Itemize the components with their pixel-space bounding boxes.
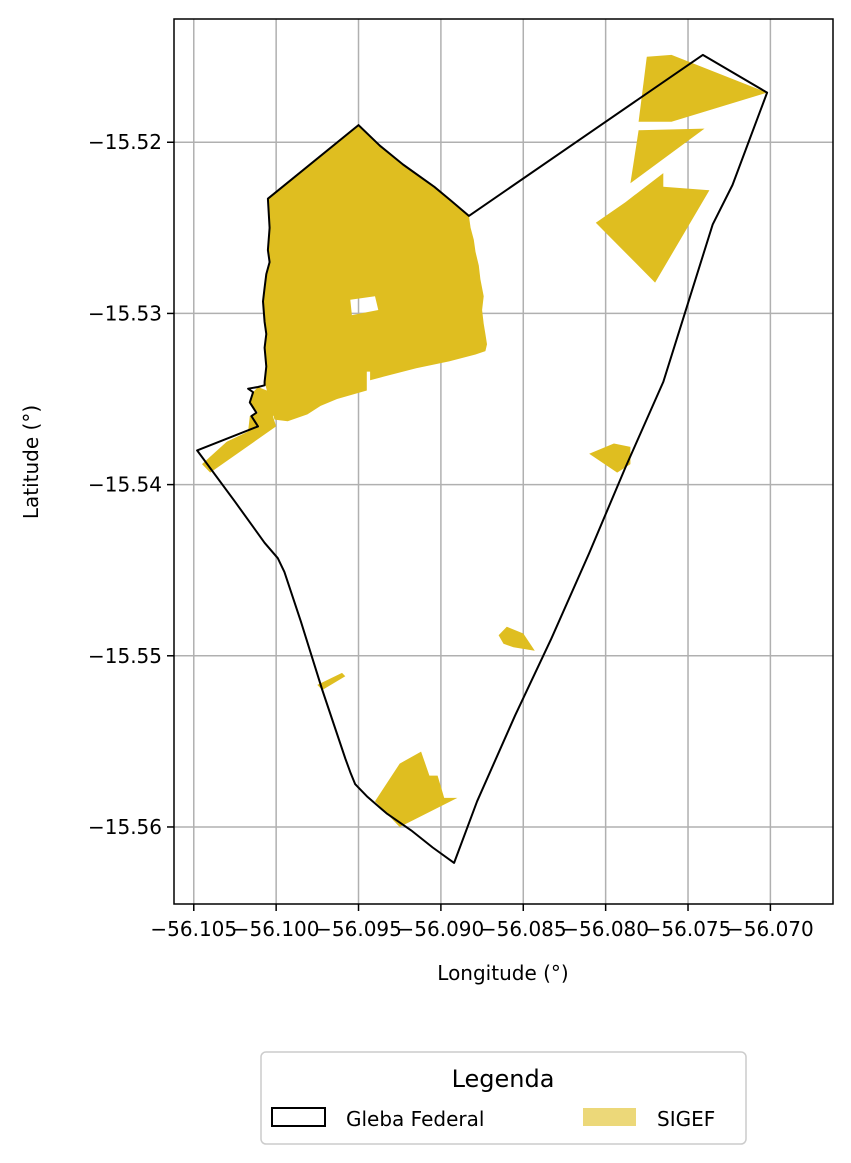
sigef-layer	[202, 54, 768, 827]
sigef-parcel	[498, 626, 535, 651]
y-tick-label: −15.53	[88, 301, 162, 325]
x-tick-label: −56.100	[233, 917, 320, 941]
gleba-federal-boundary	[196, 53, 769, 864]
x-tick-label: −56.090	[398, 917, 485, 941]
x-tick-label: −56.070	[727, 917, 814, 941]
legend: Legenda Gleba Federal SIGEF	[260, 1051, 747, 1145]
sigef-parcel	[263, 125, 487, 422]
sigef-parcel	[630, 128, 705, 184]
y-tick-label: −15.55	[88, 644, 162, 668]
legend-swatch-sigef	[583, 1108, 636, 1126]
sigef-parcel	[638, 54, 768, 122]
x-axis: −56.105−56.100−56.095−56.090−56.085−56.0…	[150, 904, 814, 941]
sigef-parcel	[595, 173, 710, 283]
y-axis-label: Latitude (°)	[19, 405, 43, 519]
y-axis: −15.52 −15.53 −15.54 −15.55 −15.56	[88, 130, 174, 839]
x-tick-label: −56.105	[150, 917, 237, 941]
x-tick-label: −56.075	[645, 917, 732, 941]
x-axis-label: Longitude (°)	[437, 961, 568, 985]
sigef-parcel	[589, 443, 631, 473]
y-tick-label: −15.54	[88, 473, 162, 497]
plot-frame	[173, 18, 834, 905]
y-tick-label: −15.52	[88, 130, 162, 154]
y-tick-label: −15.56	[88, 815, 162, 839]
x-tick-label: −56.080	[562, 917, 649, 941]
sigef-parcel	[202, 387, 280, 473]
legend-label-sigef: SIGEF	[657, 1107, 715, 1131]
plot-area	[173, 18, 834, 905]
legend-title: Legenda	[452, 1065, 555, 1093]
x-tick-label: −56.095	[315, 917, 402, 941]
x-tick-label: −56.085	[480, 917, 567, 941]
legend-swatch-gleba-federal	[271, 1107, 326, 1127]
gleba-federal-layer	[196, 53, 769, 864]
legend-label-gleba-federal: Gleba Federal	[346, 1107, 484, 1131]
sigef-parcel	[375, 751, 458, 827]
sigef-parcel	[317, 672, 346, 690]
